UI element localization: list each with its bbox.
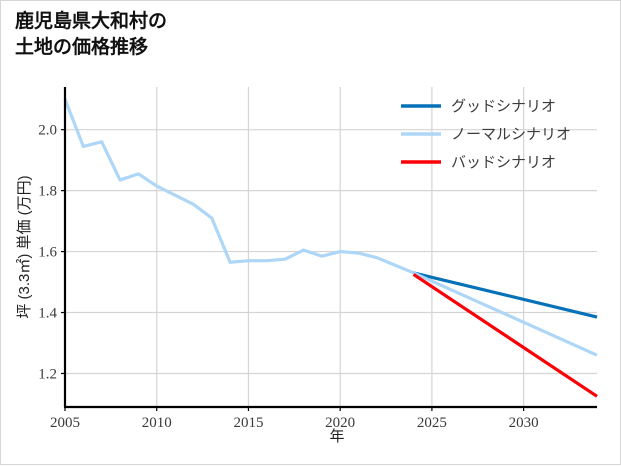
x-tick-labels: 2005 2010 2015 2020 2025 2030 bbox=[50, 407, 539, 431]
gridlines bbox=[65, 87, 597, 407]
y-axis-title: 坪 (3.3㎡) 単価 (万円) bbox=[16, 175, 33, 318]
y-tick-label: 1.4 bbox=[38, 306, 57, 322]
series-line bbox=[63, 98, 415, 275]
legend-label: グッドシナリオ bbox=[451, 98, 556, 115]
x-tick-label: 2025 bbox=[417, 415, 447, 431]
legend-label: ノーマルシナリオ bbox=[451, 126, 571, 143]
page-title: 鹿児島県大和村の 土地の価格推移 bbox=[15, 9, 167, 61]
title-line-2: 土地の価格推移 bbox=[15, 37, 149, 58]
y-tick-label: 1.8 bbox=[38, 184, 57, 200]
y-tick-label: 1.6 bbox=[38, 245, 57, 261]
axis-spines bbox=[63, 87, 597, 409]
x-tick-label: 2030 bbox=[509, 415, 539, 431]
x-axis-title: 年 bbox=[329, 428, 344, 445]
x-tick-label: 2005 bbox=[50, 415, 80, 431]
y-tick-labels: 1.2 1.4 1.6 1.8 2.0 bbox=[38, 123, 65, 382]
y-tick-label: 2.0 bbox=[38, 123, 57, 139]
series-line bbox=[412, 273, 598, 398]
series-line bbox=[413, 271, 598, 319]
x-tick-label: 2015 bbox=[233, 415, 263, 431]
series-line bbox=[412, 271, 598, 357]
series-lines bbox=[63, 98, 598, 398]
y-tick-label: 1.2 bbox=[38, 366, 57, 382]
title-line-1: 鹿児島県大和村の bbox=[15, 11, 168, 32]
x-tick-label: 2020 bbox=[325, 415, 355, 431]
x-tick-label: 2010 bbox=[142, 415, 172, 431]
legend-label: バッドシナリオ bbox=[451, 154, 556, 171]
